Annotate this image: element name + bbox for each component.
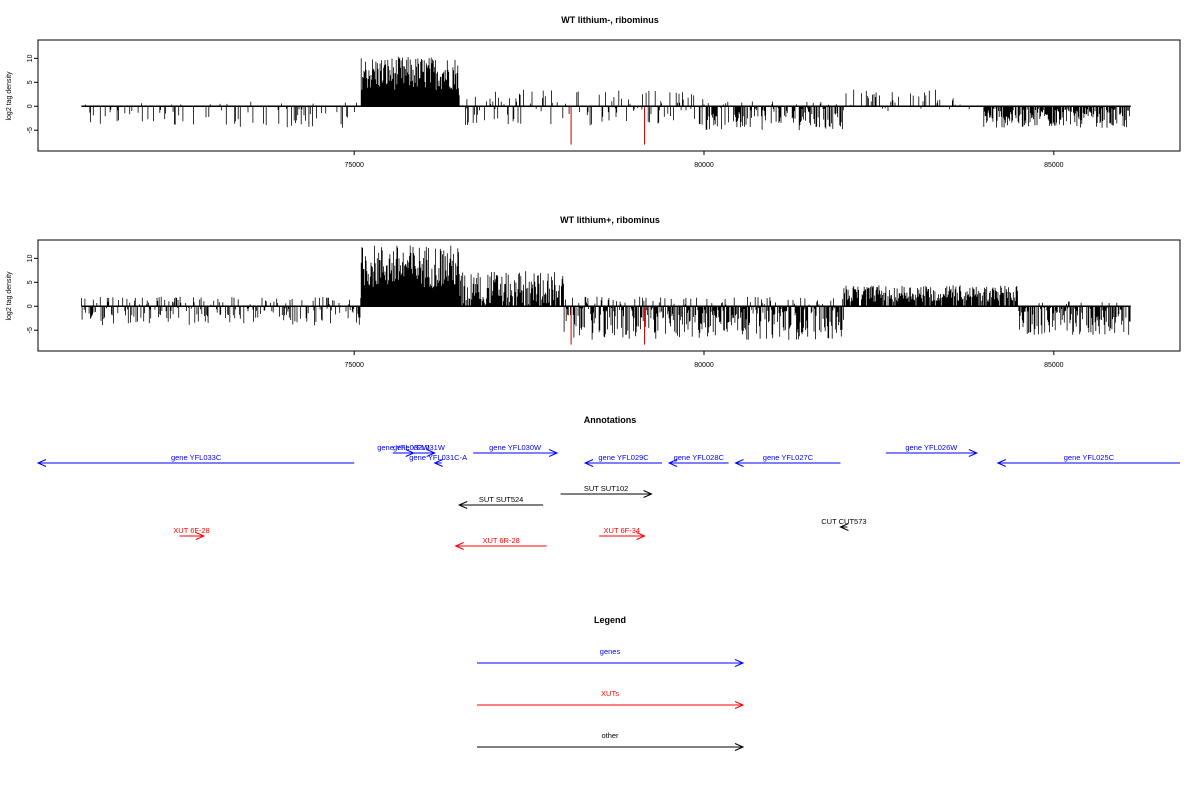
y-axis-label: log2 tag density xyxy=(6,71,13,121)
annotation-arrow-arrowhead xyxy=(667,459,678,467)
legend-arrow-arrowhead xyxy=(734,743,745,751)
legend-label: XUTs xyxy=(601,689,619,698)
x-tick-label: 80000 xyxy=(694,362,714,369)
annotation-arrow-arrowhead xyxy=(433,459,443,467)
x-tick-label: 75000 xyxy=(344,162,364,169)
plot-frame xyxy=(37,239,1181,352)
x-tick-label: 85000 xyxy=(1044,162,1064,169)
annotation-arrow-arrowhead xyxy=(454,542,464,550)
legend-item-other: other xyxy=(477,731,745,751)
annotation-label: gene YFL025C xyxy=(1064,453,1115,462)
annotation-gene: gene YFL027C xyxy=(734,453,841,467)
annotation-other: CUT CUT573 xyxy=(821,517,867,531)
bar-series xyxy=(81,245,1131,340)
annotation-label: CUT CUT573 xyxy=(821,517,866,526)
legend: Legend genes XUTs other xyxy=(477,615,745,751)
y-tick-label: 10 xyxy=(27,254,34,262)
highlight-series xyxy=(570,306,646,345)
y-tick-label: 10 xyxy=(27,54,34,62)
plot-frame xyxy=(37,39,1181,152)
annotation-arrow-arrowhead xyxy=(457,501,468,509)
y-axis: -5 0 5 10 xyxy=(27,54,38,133)
y-tick-label: 0 xyxy=(27,304,34,308)
legend-arrow-arrowhead xyxy=(734,659,745,667)
annotation-label: gene YFL026W xyxy=(905,443,958,452)
y-tick-label: 0 xyxy=(27,104,34,108)
annotation-gene: gene YFL033C xyxy=(36,453,355,467)
annotation-label: gene YFL030W xyxy=(489,443,542,452)
annotation-label: gene YFL032W xyxy=(377,443,430,452)
annotation-arrow-arrowhead xyxy=(426,449,436,457)
annotation-arrow-arrowhead xyxy=(643,490,653,498)
highlight-series xyxy=(570,106,646,145)
y-tick-label: 5 xyxy=(27,80,34,84)
annotation-gene: gene YFL028C xyxy=(667,453,729,467)
annotation-gene: gene YFL031W xyxy=(393,443,446,457)
annotation-gene: gene YFL031C-A xyxy=(409,453,467,467)
x-axis: 75000 80000 85000 xyxy=(344,151,1064,169)
annotation-gene: gene YFL025C xyxy=(996,453,1180,467)
x-axis: 75000 80000 85000 xyxy=(344,351,1064,369)
annotation-gene: gene YFL029C xyxy=(583,453,663,467)
annotation-other: SUT SUT524 xyxy=(457,495,544,509)
legend-item-gene: genes xyxy=(477,647,745,667)
annotation-xut: XUT 6F-34 xyxy=(599,526,646,540)
y-axis: -5 0 5 10 xyxy=(27,254,38,333)
annotation-arrow-arrowhead xyxy=(734,459,744,467)
annotation-arrow-arrowhead xyxy=(195,532,206,540)
annotation-gene: gene YFL030W xyxy=(473,443,559,457)
y-tick-label: 5 xyxy=(27,280,34,284)
annotation-label: gene YFL031C-A xyxy=(409,453,467,462)
annotation-arrow-arrowhead xyxy=(839,523,849,531)
annotation-arrow-arrowhead xyxy=(548,449,559,457)
annotation-label: XUT 6R-28 xyxy=(482,536,519,545)
density-bars xyxy=(81,245,1131,340)
annotation-label: gene YFL031W xyxy=(393,443,446,452)
legend-title: Legend xyxy=(594,615,626,625)
bar-series xyxy=(85,56,1130,131)
panel-title: WT lithium+, ribominus xyxy=(560,215,660,225)
annotation-label: XUT 6F-28 xyxy=(173,526,210,535)
annotation-arrow-arrowhead xyxy=(636,532,646,540)
legend-item-xut: XUTs xyxy=(477,689,745,709)
legend-arrow-arrowhead xyxy=(734,701,745,709)
annotation-label: XUT 6F-34 xyxy=(604,526,641,535)
annotation-arrow-arrowhead xyxy=(996,459,1007,467)
x-tick-label: 80000 xyxy=(694,162,714,169)
density-bars xyxy=(85,56,1130,131)
annotation-label: gene YFL028C xyxy=(674,453,725,462)
annotation-gene: gene YFL026W xyxy=(885,443,979,457)
annotation-xut: XUT 6R-28 xyxy=(454,536,547,550)
y-tick-label: -5 xyxy=(27,327,34,333)
annotation-arrow-arrowhead xyxy=(36,459,47,467)
panel-lithium-minus: WT lithium-, ribominus log2 tag density … xyxy=(6,15,1181,169)
y-axis-label: log2 tag density xyxy=(6,271,13,321)
legend-label: other xyxy=(601,731,619,740)
panel-lithium-plus: WT lithium+, ribominus log2 tag density … xyxy=(6,215,1181,369)
annotation-label: SUT SUT524 xyxy=(479,495,523,504)
annotation-label: gene YFL029C xyxy=(598,453,649,462)
annotation-label: gene YFL027C xyxy=(763,453,814,462)
panel-title: WT lithium-, ribominus xyxy=(561,15,659,25)
annotation-label: SUT SUT102 xyxy=(584,484,628,493)
annotation-xut: XUT 6F-28 xyxy=(173,526,210,540)
x-tick-label: 75000 xyxy=(344,362,364,369)
annotation-label: gene YFL033C xyxy=(171,453,222,462)
x-tick-label: 85000 xyxy=(1044,362,1064,369)
annotations-title: Annotations xyxy=(584,415,637,425)
legend-label: genes xyxy=(600,647,621,656)
y-tick-label: -5 xyxy=(27,127,34,133)
annotation-arrow-arrowhead xyxy=(583,459,594,467)
annotation-arrow-arrowhead xyxy=(968,449,979,457)
annotation-other: SUT SUT102 xyxy=(560,484,653,498)
